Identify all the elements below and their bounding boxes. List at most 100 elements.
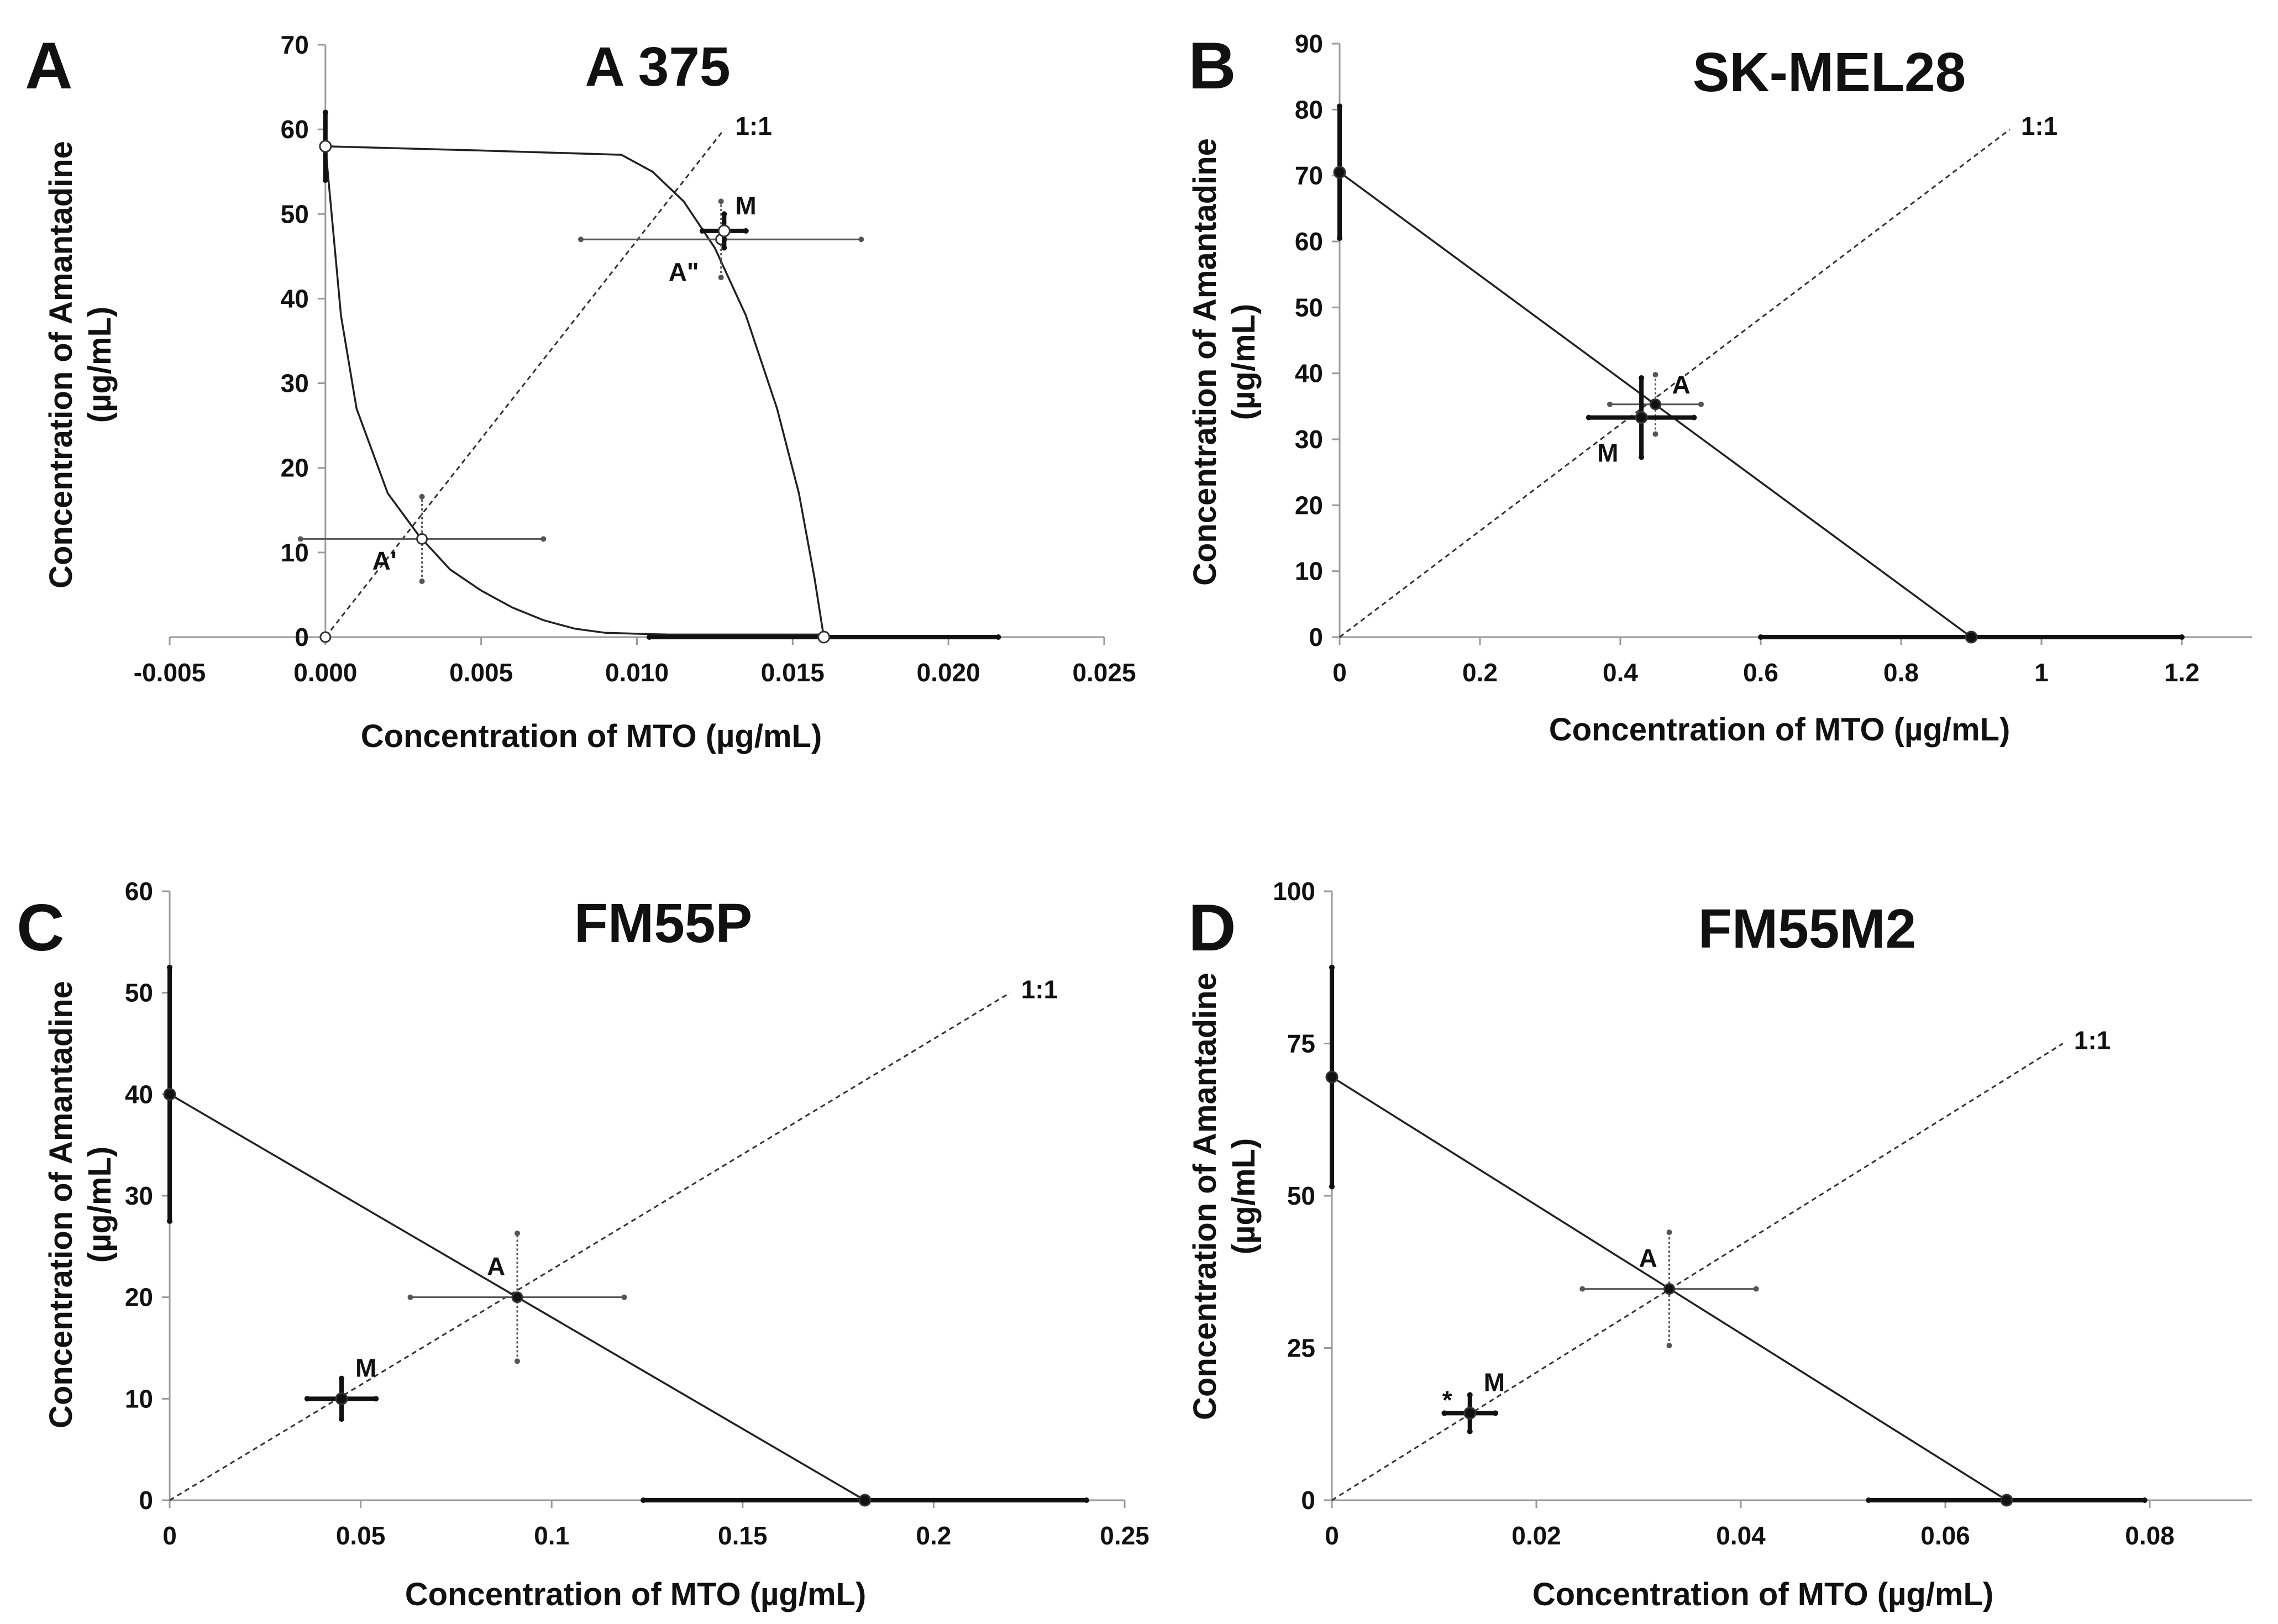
y-axis-label: Concentration of Amantadine(µg/mL) [43,141,118,588]
error-cap [1467,1428,1473,1434]
point-marker [335,1392,348,1405]
error-cap [339,1375,345,1381]
data-point: A" [578,198,864,286]
error-cap [1639,375,1645,381]
error-cap [647,634,653,640]
error-cap [2141,1497,2148,1503]
error-cap [1866,1497,1872,1503]
error-cap [297,536,303,542]
error-cap [167,1218,172,1224]
error-cap [1753,1286,1759,1292]
error-cap [1666,1229,1672,1236]
data-point [641,1494,1089,1507]
y-tick-label: 40 [125,1080,153,1108]
chart-panel-a: -0.005 0.000 0.005 0.010 0.015 0.020 0.025 0 10 2… [25,29,1136,754]
error-cap [721,211,727,217]
error-cap [1652,372,1658,378]
panel-label: C [17,891,65,965]
point-marker [817,630,831,644]
x-tick-label: 0.15 [718,1521,768,1550]
point-marker [1333,166,1346,179]
y-tick-label: 30 [125,1181,153,1210]
error-cap [641,1497,647,1503]
y-tick-label: 30 [1295,425,1323,454]
x-tick-label: 1.2 [2164,658,2200,687]
error-cap [304,1396,310,1402]
x-tick-label: 1 [2034,658,2049,687]
data-point: A' [297,493,547,584]
point-label: M [1484,1368,1505,1396]
data-point [1758,630,2185,644]
ratio-line-label: 1:1 [1021,975,1058,1004]
error-cap [339,1416,345,1422]
x-tick-label: 0.010 [605,658,669,687]
point-marker [416,533,428,545]
y-tick-label: 10 [125,1384,153,1413]
y-tick-label: 50 [1287,1181,1315,1210]
chart-panel-d: 0 0.02 0.04 0.06 0.0802550751001:1AM*FM55M2D… [1187,877,2252,1612]
significance-marker: * [1442,1385,1452,1414]
error-cap [995,634,1001,640]
isobologram-line [325,145,825,638]
error-cap [621,1294,627,1300]
y-axis-label-line1: Concentration of Amantadine [1187,973,1223,1420]
data-point: M [1586,375,1697,467]
data-point: A [407,1230,627,1364]
error-cap [373,1396,379,1402]
error-cap [1329,1184,1335,1190]
ratio-line [169,992,1011,1501]
ratio-line-label: 1:1 [735,112,771,140]
y-tick-label: 40 [281,284,309,313]
data-point [1325,964,1339,1190]
x-tick-label: 0.05 [336,1521,386,1550]
error-cap [1758,634,1763,640]
x-tick-label: 0.4 [1603,658,1638,687]
y-tick-label: 10 [281,538,309,567]
y-tick-label: 40 [1295,359,1323,388]
data-point [319,109,332,183]
point-label: A [1639,1244,1657,1273]
y-axis-label: Concentration of Amantadine(µg/mL) [43,981,118,1428]
x-tick-label: 0.8 [1883,658,1919,687]
error-cap [1337,103,1342,109]
error-cap [1698,401,1704,407]
error-cap [1467,1392,1473,1398]
error-cap [1083,1497,1089,1503]
data-point: A [1579,1229,1759,1349]
point-marker [1663,1283,1675,1295]
chart-title: FM55M2 [1698,898,1917,960]
y-tick-label: 50 [281,199,309,228]
data-point [647,630,1001,644]
x-axis-label: Concentration of MTO (µg/mL) [1532,1576,1994,1612]
error-cap [1586,414,1592,421]
data-point: M* [1441,1368,1505,1434]
y-tick-label: 0 [1301,1486,1315,1515]
error-cap [514,1358,520,1364]
error-cap [718,275,724,281]
point-label: M [735,191,756,220]
y-axis-label-line2: (µg/mL) [1226,1138,1262,1255]
x-tick-label: 0.005 [449,658,513,687]
data-point: M [304,1353,379,1422]
x-tick-label: 0.02 [1511,1521,1561,1550]
x-tick-label: 0.6 [1743,658,1778,687]
error-cap [699,228,705,234]
error-cap [407,1294,413,1300]
chart-panel-c: 0 0.05 0.1 0.15 0.2 0.25 0 10 20 30 40 50 60 1:1 A M FM5… [17,877,1150,1612]
x-tick-label: 0 [162,1521,177,1550]
point-label: A [487,1252,505,1281]
y-tick-label: 10 [1295,557,1323,586]
y-axis-label: Concentration of Amantadine(µg/mL) [1187,973,1262,1420]
error-cap [1652,431,1658,437]
chart-title: FM55P [574,892,752,954]
y-tick-label: 100 [1273,877,1315,906]
error-cap [721,245,727,251]
ratio-line-label: 1:1 [2074,1026,2111,1055]
data-point: M [699,191,757,251]
error-cap [1493,1410,1498,1416]
x-tick-label: 0 [1332,658,1347,687]
y-tick-label: 80 [1295,95,1323,124]
y-tick-label: 0 [1309,623,1323,651]
panel-label: A [25,29,73,103]
